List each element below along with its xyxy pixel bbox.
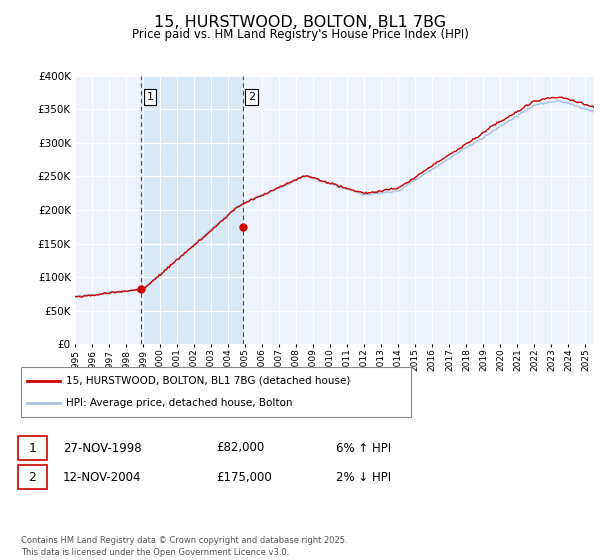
Text: £82,000: £82,000 (216, 441, 264, 455)
Text: 1: 1 (28, 441, 37, 455)
Text: Price paid vs. HM Land Registry's House Price Index (HPI): Price paid vs. HM Land Registry's House … (131, 28, 469, 41)
Bar (142, 76, 243, 344)
Text: £175,000: £175,000 (216, 470, 272, 484)
Text: 2: 2 (248, 92, 255, 102)
Text: 27-NOV-1998: 27-NOV-1998 (63, 441, 142, 455)
Text: 12-NOV-2004: 12-NOV-2004 (63, 470, 142, 484)
Text: 6% ↑ HPI: 6% ↑ HPI (336, 441, 391, 455)
Text: 2% ↓ HPI: 2% ↓ HPI (336, 470, 391, 484)
Text: 2: 2 (28, 470, 37, 484)
Text: 15, HURSTWOOD, BOLTON, BL1 7BG: 15, HURSTWOOD, BOLTON, BL1 7BG (154, 15, 446, 30)
Text: Contains HM Land Registry data © Crown copyright and database right 2025.
This d: Contains HM Land Registry data © Crown c… (21, 536, 347, 557)
Text: 1: 1 (146, 92, 154, 102)
Text: HPI: Average price, detached house, Bolton: HPI: Average price, detached house, Bolt… (66, 398, 293, 408)
Text: 15, HURSTWOOD, BOLTON, BL1 7BG (detached house): 15, HURSTWOOD, BOLTON, BL1 7BG (detached… (66, 376, 350, 386)
